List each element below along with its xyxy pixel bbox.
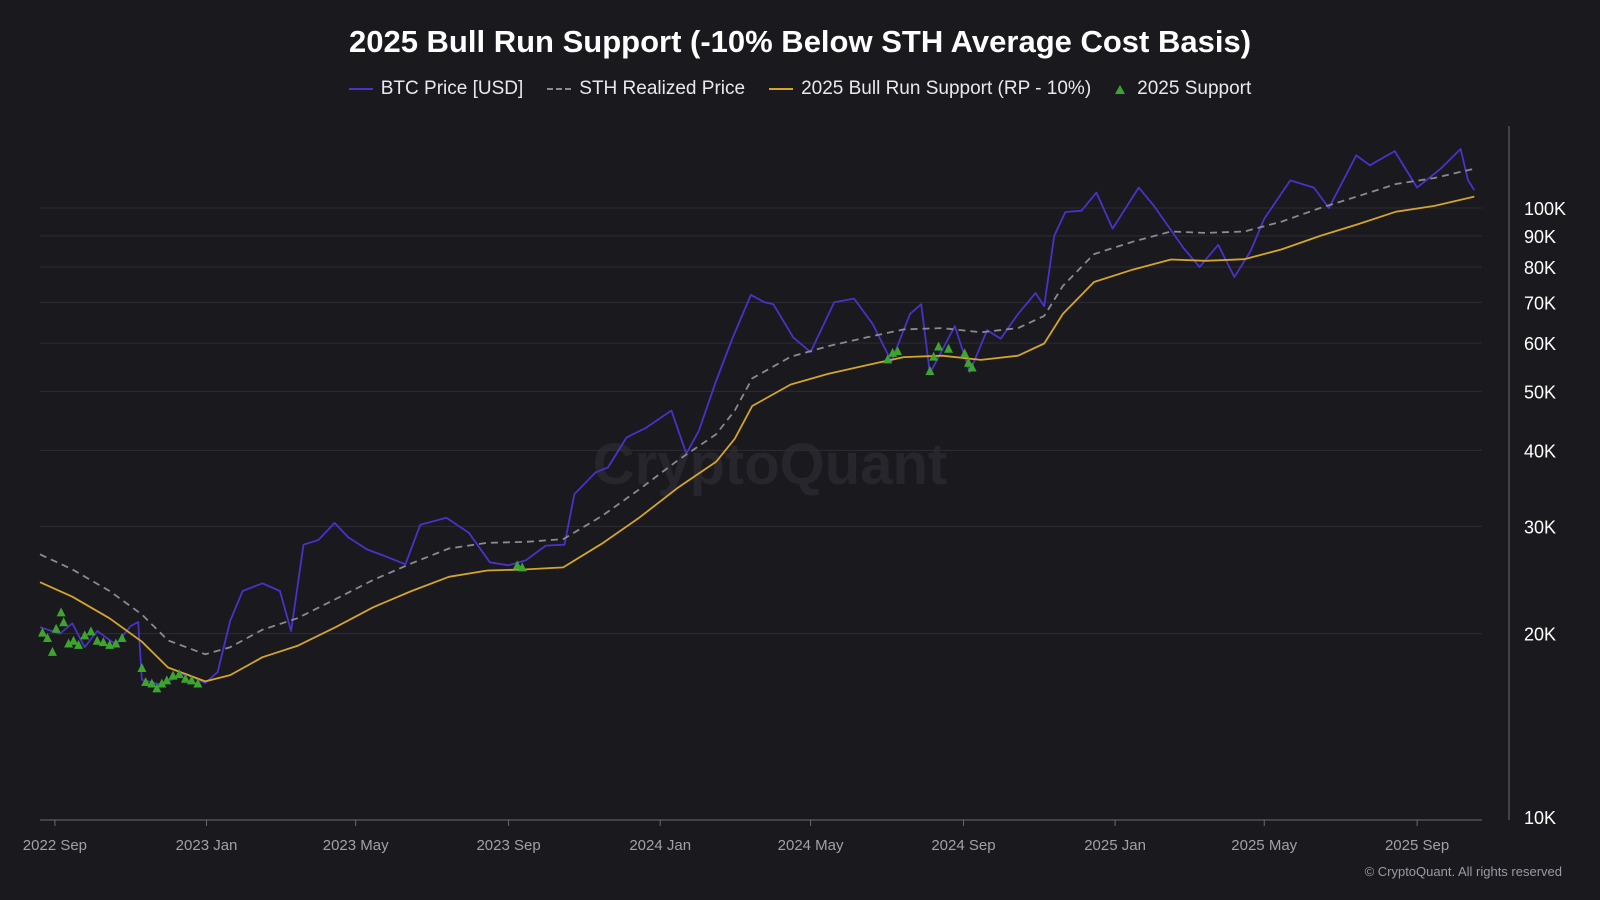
legend-label-2025-support: 2025 Support xyxy=(1137,78,1252,99)
support-marker-32 xyxy=(925,365,935,375)
y-tick-label-60K: 60K xyxy=(1524,334,1556,354)
x-tick-label-2023 Sep: 2023 Sep xyxy=(476,837,540,854)
support-marker-24 xyxy=(180,673,190,683)
support-marker-19 xyxy=(152,683,162,693)
support-marker-17 xyxy=(141,676,151,686)
support-marker-23 xyxy=(174,669,184,679)
support-marker-18 xyxy=(147,678,157,688)
y-tick-label-70K: 70K xyxy=(1524,293,1556,313)
support-marker-3 xyxy=(51,623,61,633)
x-tick-label-2024 Sep: 2024 Sep xyxy=(931,837,995,854)
btc-price-line xyxy=(39,148,1476,686)
legend-item-btc-price[interactable]: BTC Price [USD] xyxy=(348,78,524,100)
support-marker-15 xyxy=(117,633,127,643)
y-tick-label-40K: 40K xyxy=(1524,441,1556,461)
support-marker-11 xyxy=(92,635,102,645)
legend-label-btc-price: BTC Price [USD] xyxy=(380,78,524,99)
support-marker-8 xyxy=(74,639,84,649)
y-tick-label-90K: 90K xyxy=(1524,227,1556,247)
bull-run-support-line xyxy=(39,195,1475,683)
support-marker-5 xyxy=(59,617,69,627)
sth-realized-price-line xyxy=(39,167,1475,656)
support-marker-31 xyxy=(893,346,903,356)
y-tick-label-20K: 20K xyxy=(1524,625,1556,645)
x-tick-label-2025 May: 2025 May xyxy=(1231,837,1297,854)
legend-item-2025-support[interactable]: 2025 Support xyxy=(1115,78,1251,100)
support-marker-28 xyxy=(517,562,527,572)
y-tick-label-10K: 10K xyxy=(1524,808,1556,828)
chart-title: 2025 Bull Run Support (-10% Below STH Av… xyxy=(348,24,1252,59)
watermark: CryptoQuant xyxy=(593,432,947,497)
x-tick-label-2024 Jan: 2024 Jan xyxy=(629,837,691,854)
support-marker-38 xyxy=(967,362,977,372)
support-marker-9 xyxy=(80,630,90,640)
support-marker-16 xyxy=(137,662,147,672)
legend-item-sth-realized-price[interactable]: STH Realized Price xyxy=(547,78,745,100)
support-marker-12 xyxy=(98,637,108,647)
support-marker-22 xyxy=(168,670,178,680)
support-marker-6 xyxy=(64,638,74,648)
x-tick-label-2022 Sep: 2022 Sep xyxy=(23,837,87,854)
support-marker-25 xyxy=(187,675,197,685)
support-marker-27 xyxy=(512,560,522,570)
legend-swatch-btc-price xyxy=(348,88,373,90)
legend-swatch-bull-run-support xyxy=(769,88,794,90)
support-marker-34 xyxy=(934,341,944,351)
x-tick-label-2025 Sep: 2025 Sep xyxy=(1385,837,1449,854)
support-marker-33 xyxy=(929,351,939,361)
legend-swatch-sth-realized-price xyxy=(547,88,572,90)
y-tick-label-50K: 50K xyxy=(1524,382,1556,402)
x-tick-label-2025 Jan: 2025 Jan xyxy=(1084,837,1146,854)
x-tick-label-2023 Jan: 2023 Jan xyxy=(176,837,238,854)
support-marker-4 xyxy=(56,607,66,617)
support-marker-26 xyxy=(193,678,203,688)
legend-item-bull-run-support[interactable]: 2025 Bull Run Support (RP - 10%) xyxy=(769,78,1091,100)
legend: BTC Price [USD] STH Realized Price 2025 … xyxy=(0,78,1600,100)
support-marker-29 xyxy=(883,354,893,364)
x-tick-label-2023 May: 2023 May xyxy=(323,837,389,854)
support-marker-2 xyxy=(47,646,57,656)
copyright-credit: © CryptoQuant. All rights reserved xyxy=(1364,864,1562,879)
support-marker-0 xyxy=(37,627,47,637)
support-marker-10 xyxy=(86,626,96,636)
y-tick-label-100K: 100K xyxy=(1524,199,1566,219)
x-tick-label-2024 May: 2024 May xyxy=(778,837,844,854)
y-tick-label-30K: 30K xyxy=(1524,517,1556,537)
support-marker-1 xyxy=(42,633,52,643)
support-marker-20 xyxy=(157,678,167,688)
triangle-marker-icon xyxy=(1115,84,1126,94)
legend-label-bull-run-support: 2025 Bull Run Support (RP - 10%) xyxy=(801,78,1092,99)
support-marker-37 xyxy=(963,357,973,367)
support-marker-36 xyxy=(960,348,970,358)
support-marker-7 xyxy=(69,635,79,645)
support-marker-14 xyxy=(111,638,121,648)
support-marker-21 xyxy=(162,675,172,685)
legend-label-sth-realized-price: STH Realized Price xyxy=(579,78,746,99)
support-marker-35 xyxy=(944,343,954,353)
y-tick-label-80K: 80K xyxy=(1524,258,1556,278)
